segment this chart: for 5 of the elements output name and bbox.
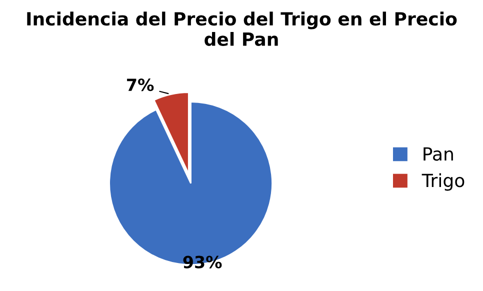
- legend-label: Pan: [424, 147, 453, 161]
- legend-label: Trigo: [422, 173, 464, 191]
- data-label: 7%: [127, 78, 154, 92]
- data-label: 93%: [183, 256, 222, 268]
- chart-title: Incidencia del Precio del Trigo en el Precio del Pan: [27, 12, 457, 46]
